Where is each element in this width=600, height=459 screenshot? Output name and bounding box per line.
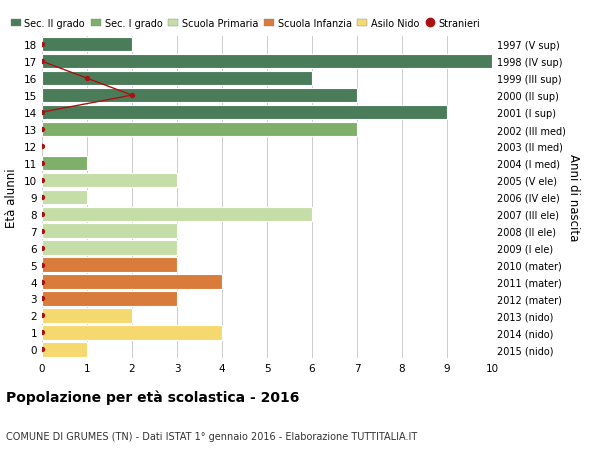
Point	[37, 245, 47, 252]
Point	[37, 177, 47, 184]
Bar	[42, 258, 177, 272]
Point	[37, 160, 47, 167]
Bar	[42, 291, 177, 306]
Text: COMUNE DI GRUMES (TN) - Dati ISTAT 1° gennaio 2016 - Elaborazione TUTTITALIA.IT: COMUNE DI GRUMES (TN) - Dati ISTAT 1° ge…	[6, 431, 417, 441]
Y-axis label: Età alunni: Età alunni	[5, 168, 19, 227]
Bar	[42, 325, 222, 340]
Bar	[42, 342, 87, 357]
Bar	[42, 123, 357, 137]
Bar	[42, 106, 447, 120]
Bar	[42, 173, 177, 188]
Bar	[42, 72, 312, 86]
Text: Popolazione per età scolastica - 2016: Popolazione per età scolastica - 2016	[6, 389, 299, 404]
Point	[37, 295, 47, 302]
Point	[37, 109, 47, 117]
Point	[37, 143, 47, 150]
Point	[37, 312, 47, 319]
Bar	[42, 157, 87, 171]
Point	[127, 92, 137, 100]
Y-axis label: Anni di nascita: Anni di nascita	[566, 154, 580, 241]
Bar	[42, 224, 177, 238]
Point	[37, 58, 47, 66]
Point	[37, 278, 47, 285]
Point	[37, 211, 47, 218]
Point	[37, 346, 47, 353]
Bar	[42, 190, 87, 205]
Bar	[42, 89, 357, 103]
Point	[37, 228, 47, 235]
Point	[37, 329, 47, 336]
Bar	[42, 241, 177, 255]
Point	[82, 75, 92, 83]
Bar	[42, 275, 222, 289]
Bar	[42, 207, 312, 221]
Point	[37, 194, 47, 201]
Point	[37, 126, 47, 134]
Bar	[42, 55, 492, 69]
Legend: Sec. II grado, Sec. I grado, Scuola Primaria, Scuola Infanzia, Asilo Nido, Stran: Sec. II grado, Sec. I grado, Scuola Prim…	[11, 19, 481, 28]
Bar	[42, 308, 132, 323]
Bar	[42, 38, 132, 52]
Point	[37, 41, 47, 49]
Point	[37, 261, 47, 269]
